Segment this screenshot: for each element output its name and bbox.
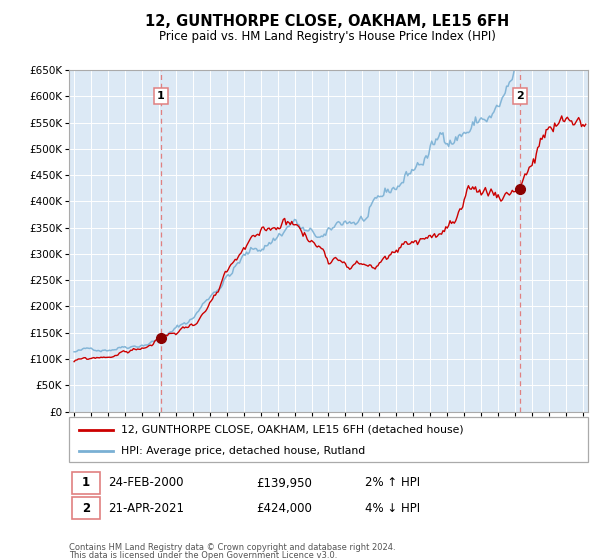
Text: 12, GUNTHORPE CLOSE, OAKHAM, LE15 6FH (detached house): 12, GUNTHORPE CLOSE, OAKHAM, LE15 6FH (d… <box>121 424 464 435</box>
Text: Price paid vs. HM Land Registry's House Price Index (HPI): Price paid vs. HM Land Registry's House … <box>158 30 496 44</box>
Text: £424,000: £424,000 <box>256 502 312 515</box>
Text: 1: 1 <box>157 91 165 101</box>
FancyBboxPatch shape <box>71 497 100 520</box>
FancyBboxPatch shape <box>71 472 100 494</box>
Text: Contains HM Land Registry data © Crown copyright and database right 2024.: Contains HM Land Registry data © Crown c… <box>69 543 395 552</box>
Text: 4% ↓ HPI: 4% ↓ HPI <box>365 502 420 515</box>
Text: 2% ↑ HPI: 2% ↑ HPI <box>365 477 420 489</box>
FancyBboxPatch shape <box>69 417 588 462</box>
Text: HPI: Average price, detached house, Rutland: HPI: Average price, detached house, Rutl… <box>121 446 365 456</box>
Text: 21-APR-2021: 21-APR-2021 <box>108 502 184 515</box>
Text: 2: 2 <box>516 91 524 101</box>
Text: £139,950: £139,950 <box>256 477 312 489</box>
Text: 1: 1 <box>82 477 90 489</box>
Text: 12, GUNTHORPE CLOSE, OAKHAM, LE15 6FH: 12, GUNTHORPE CLOSE, OAKHAM, LE15 6FH <box>145 14 509 29</box>
Text: 2: 2 <box>82 502 90 515</box>
Text: 24-FEB-2000: 24-FEB-2000 <box>108 477 184 489</box>
Text: This data is licensed under the Open Government Licence v3.0.: This data is licensed under the Open Gov… <box>69 551 337 560</box>
